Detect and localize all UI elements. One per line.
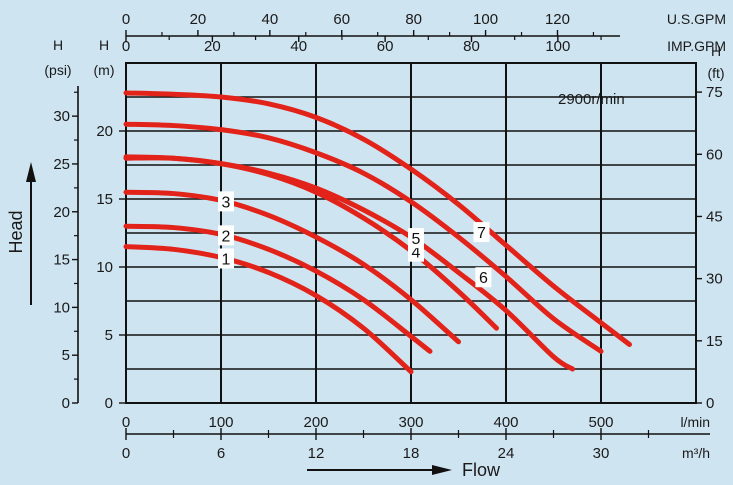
m-tick-10: 10 [96,259,113,276]
ft-unit-top: H [711,43,721,59]
bottom-axes: 0 100 200 300 400 500 0 6 12 18 24 30 [122,414,710,462]
curve-label-text-6: 6 [479,270,488,287]
curve-4 [123,155,499,331]
imp-gpm-unit: IMP.GPM [667,38,726,54]
ft-tick-30: 30 [706,271,723,288]
us-gpm-tick-20: 20 [190,11,207,28]
left-axes: 0 5 10 15 20 25 30 0 5 10 15 20 [53,86,126,412]
psi-tick-20: 20 [53,204,70,221]
us-gpm-tick-100: 100 [473,11,498,28]
psi-tick-5: 5 [62,347,70,364]
psi-unit-bottom: (psi) [44,62,71,78]
curve-label-2: 2 [218,225,234,246]
curve-label-text-4: 4 [412,245,421,262]
m3h-tick-0: 0 [122,445,130,462]
curve-label-3: 3 [218,191,234,212]
curve-label-7: 7 [473,222,490,243]
ft-tick-75: 75 [706,84,723,101]
psi-tick-15: 15 [53,252,70,269]
curve-2 [123,223,433,354]
imp-gpm-tick-0: 0 [122,38,130,55]
imp-gpm-tick-60: 60 [377,38,394,55]
l-min-tick-400: 400 [493,414,518,431]
l-min-tick-100: 100 [208,414,233,431]
curve-label-1: 1 [218,248,234,268]
curve-label-5: 5 [408,228,424,249]
us-gpm-tick-60: 60 [333,11,350,28]
l-min-unit: l/min [680,414,710,430]
l-min-tick-500: 500 [588,414,613,431]
ft-tick-0: 0 [706,395,714,412]
curve-label-text-7: 7 [477,225,486,242]
l-min-tick-300: 300 [398,414,423,431]
curve-6 [123,121,604,354]
curve-5 [123,154,575,372]
imp-gpm-tick-100: 100 [545,38,570,55]
psi-tick-10: 10 [53,299,70,316]
curve-label-text-5: 5 [412,231,421,248]
imp-gpm-tick-20: 20 [204,38,221,55]
ft-unit-bottom: (ft) [707,65,724,81]
curve-label-text-3: 3 [222,194,231,211]
curves [123,90,632,375]
psi-tick-30: 30 [53,108,70,125]
m-tick-0: 0 [105,395,113,412]
psi-tick-25: 25 [53,156,70,173]
flow-arrow-head [432,465,452,475]
curve-label-box-7 [473,222,490,243]
l-min-tick-200: 200 [303,414,328,431]
head-title: Head [6,210,26,253]
m3h-tick-18: 18 [403,445,420,462]
plot-frame [125,62,697,404]
imp-gpm-tick-40: 40 [290,38,307,55]
curve-1 [123,244,414,375]
m-tick-5: 5 [105,327,113,344]
curve-3 [123,189,461,345]
m-tick-15: 15 [96,191,113,208]
psi-tick-0: 0 [62,395,70,412]
curve-7 [123,90,632,348]
m-unit-top: H [99,37,109,53]
us-gpm-tick-120: 120 [545,11,570,28]
m3h-tick-12: 12 [308,445,325,462]
l-min-tick-0: 0 [122,414,130,431]
ft-tick-60: 60 [706,146,723,163]
curve-label-box-2 [218,225,234,246]
curve-label-box-1 [218,248,234,269]
us-gpm-unit: U.S.GPM [667,11,726,27]
curve-label-box-5 [408,228,424,249]
psi-unit-top: H [53,37,63,53]
curve-label-6: 6 [475,267,492,288]
plot-border [125,62,697,404]
curve-label-box-6 [475,267,492,288]
head-arrow-head [26,162,36,182]
speed-label: 2900r/min [558,91,625,108]
right-axis: 0 15 30 45 60 75 [696,84,723,412]
m3h-tick-24: 24 [498,445,515,462]
us-gpm-tick-0: 0 [122,11,130,28]
m3h-tick-30: 30 [593,445,610,462]
ft-tick-15: 15 [706,333,723,350]
m3h-unit: m³/h [682,445,710,461]
head-axis-title: Head [6,162,36,305]
flow-axis-title: Flow [307,460,501,480]
curve-label-text-2: 2 [222,228,231,245]
top-axes: 0 20 40 60 80 100 120 0 20 40 60 80 100 [122,11,620,55]
curve-label-text-1: 1 [222,251,231,268]
us-gpm-tick-80: 80 [405,11,422,28]
flow-title: Flow [462,460,501,480]
m-unit-bottom: (m) [94,62,115,78]
m3h-tick-6: 6 [217,445,225,462]
curve-label-box-3 [218,191,234,212]
imp-gpm-tick-80: 80 [463,38,480,55]
ft-tick-45: 45 [706,208,723,225]
us-gpm-tick-40: 40 [261,11,278,28]
curve-labels: 1 2 3 45 6 7 [218,191,492,288]
m-tick-20: 20 [96,123,113,140]
